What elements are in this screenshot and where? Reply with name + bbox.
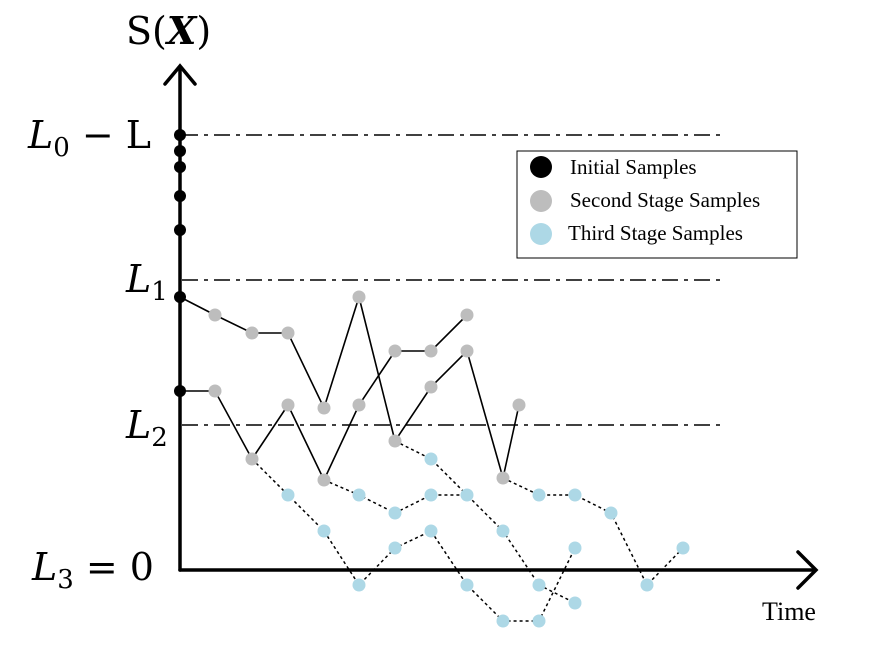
third-stage-path-d [502,477,684,587]
third-sample-point [568,596,582,610]
y-axis-arrowhead [163,63,197,86]
third-stage-path-c [394,440,468,496]
second-sample-point [317,473,331,487]
third-sample-point [496,524,510,538]
x-axis-arrowhead [796,550,819,590]
level-labels: L0 − L L1 L2 L3 = 0 [27,113,168,595]
level-label-l0: L0 − L [27,113,151,163]
level-label-l1: L1 [125,257,168,307]
third-sample-point [352,488,366,502]
third-sample-point [424,488,438,502]
third-sample-point [460,578,474,592]
second-sample-point [460,344,474,358]
second-sample-point [208,384,222,398]
y-axis-title: S(X) [126,8,211,53]
third-sample-point [460,488,474,502]
third-stage-paths [251,440,684,622]
third-sample-point [388,541,402,555]
third-sample-point [532,488,546,502]
second-sample-point [352,398,366,412]
initial-sample-point [174,291,186,303]
legend-marker-third [530,223,552,245]
second-sample-point [281,326,295,340]
second-sample-point [208,308,222,322]
initial-sample-point [174,145,186,157]
second-sample-point [512,398,526,412]
second-sample-point [460,308,474,322]
third-sample-point [568,488,582,502]
second-sample-point [245,326,259,340]
legend-marker-second [530,190,552,212]
third-sample-point [281,488,295,502]
second-sample-point [388,344,402,358]
legend-label-third: Third Stage Samples [568,221,743,245]
initial-sample-point [174,190,186,202]
sample-points [174,129,690,628]
second-sample-point [424,380,438,394]
initial-sample-point [174,129,186,141]
third-sample-point [424,452,438,466]
second-sample-point [317,401,331,415]
third-sample-point [317,524,331,538]
legend-label-initial: Initial Samples [570,155,697,179]
initial-sample-point [174,161,186,173]
third-sample-point [532,614,546,628]
initial-sample-point [174,385,186,397]
second-sample-point [496,471,510,485]
third-sample-point [604,506,618,520]
level-lines [182,134,722,426]
third-sample-point [676,541,690,555]
third-sample-point [568,541,582,555]
third-sample-point [424,524,438,538]
third-sample-point [388,506,402,520]
second-sample-point [245,452,259,466]
second-sample-point [424,344,438,358]
third-sample-point [352,578,366,592]
second-sample-point [281,398,295,412]
second-sample-point [388,434,402,448]
legend-label-second: Second Stage Samples [570,188,760,212]
second-stage-path-a [179,294,520,479]
x-axis-title: Time [762,597,816,626]
axes [163,63,819,590]
third-sample-point [496,614,510,628]
third-sample-point [640,578,654,592]
legend-box [516,150,798,259]
second-stage-paths [179,294,520,482]
legend: Initial Samples Second Stage Samples Thi… [516,150,798,259]
level-label-l3: L3 = 0 [31,545,154,595]
third-stage-path-b [323,479,576,604]
second-sample-point [352,290,366,304]
initial-sample-point [174,224,186,236]
level-label-l2: L2 [125,403,168,453]
third-sample-point [532,578,546,592]
legend-marker-initial [530,156,552,178]
third-stage-path-a [251,458,576,622]
